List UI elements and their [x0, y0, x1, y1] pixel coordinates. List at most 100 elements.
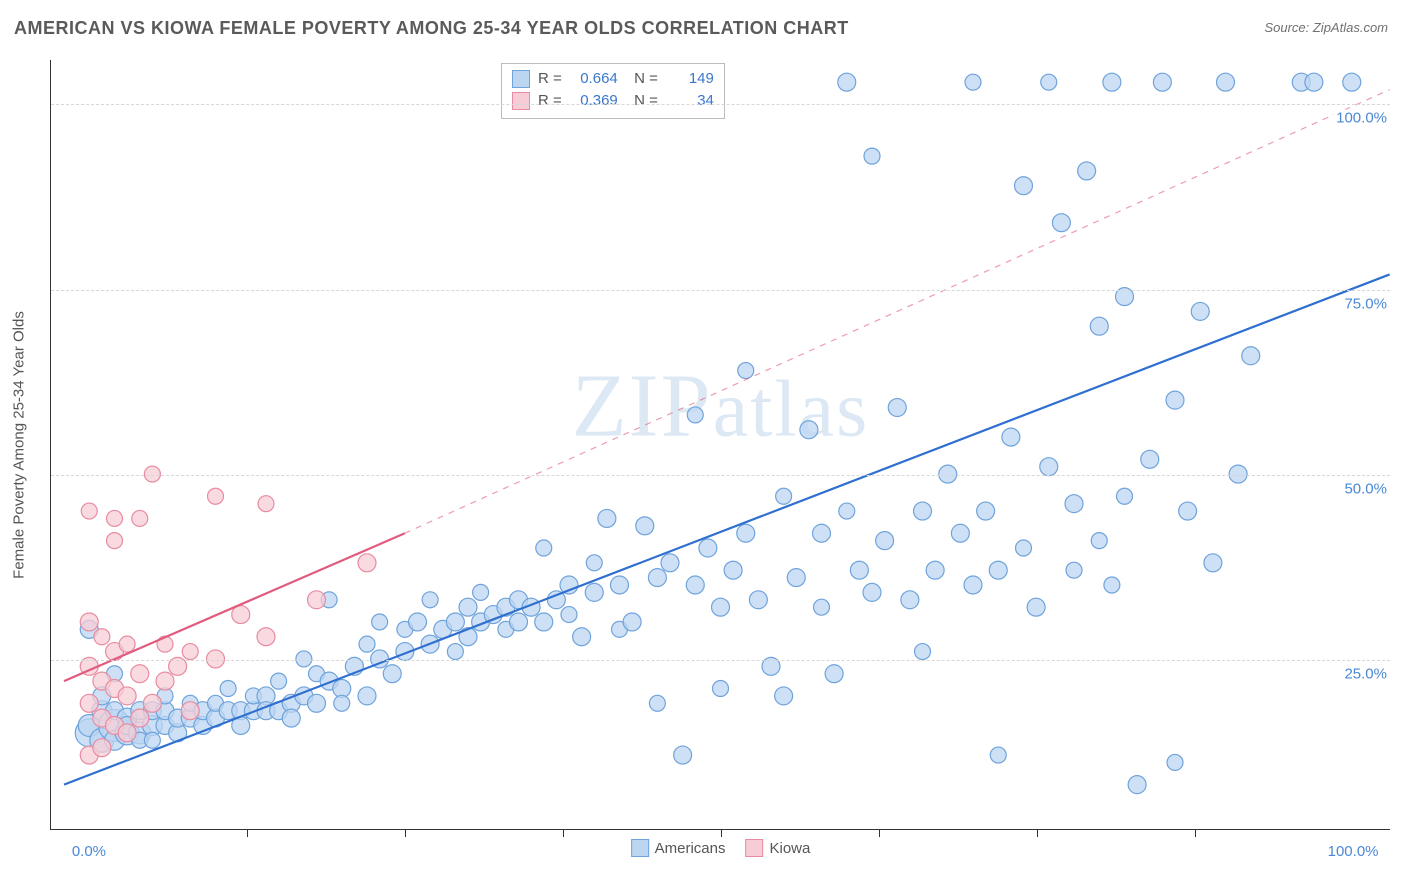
- scatter-point: [80, 613, 98, 631]
- legend-label: Kiowa: [770, 840, 811, 857]
- scatter-point: [1167, 754, 1183, 770]
- y-tick-label: 75.0%: [1342, 295, 1389, 312]
- legend-n-value: 34: [666, 90, 714, 112]
- scatter-point: [737, 524, 755, 542]
- scatter-point: [800, 421, 818, 439]
- y-tick-label: 50.0%: [1342, 480, 1389, 497]
- scatter-point: [1041, 74, 1057, 90]
- scatter-point: [926, 561, 944, 579]
- gridline-h: [51, 660, 1390, 661]
- scatter-point: [1027, 598, 1045, 616]
- scatter-point: [220, 681, 236, 697]
- scatter-point: [1117, 488, 1133, 504]
- gridline-h: [51, 104, 1390, 105]
- scatter-point: [1103, 73, 1121, 91]
- chart-title: AMERICAN VS KIOWA FEMALE POVERTY AMONG 2…: [14, 18, 849, 39]
- scatter-point: [118, 724, 136, 742]
- scatter-point: [623, 613, 641, 631]
- scatter-point: [459, 598, 477, 616]
- scatter-point: [901, 591, 919, 609]
- scatter-point: [687, 407, 703, 423]
- scatter-point: [1204, 554, 1222, 572]
- scatter-point: [561, 607, 577, 623]
- legend-n-label: N =: [626, 68, 658, 90]
- x-tick: [879, 829, 880, 837]
- scatter-point: [257, 628, 275, 646]
- scatter-point: [674, 746, 692, 764]
- source-label: Source: ZipAtlas.com: [1264, 20, 1388, 35]
- x-tick-label: 100.0%: [1328, 843, 1379, 860]
- x-tick: [1037, 829, 1038, 837]
- scatter-point: [208, 488, 224, 504]
- legend-row-kiowa: R = 0.369 N = 34: [512, 90, 714, 112]
- scatter-point: [1002, 428, 1020, 446]
- gridline-h: [51, 475, 1390, 476]
- scatter-point: [813, 524, 831, 542]
- scatter-point: [787, 569, 805, 587]
- y-tick-label: 25.0%: [1342, 665, 1389, 682]
- scatter-point: [383, 665, 401, 683]
- legend-r-label: R =: [538, 68, 562, 90]
- scatter-point: [586, 555, 602, 571]
- scatter-point: [510, 613, 528, 631]
- scatter-point: [1305, 73, 1323, 91]
- scatter-point: [915, 644, 931, 660]
- scatter-point: [724, 561, 742, 579]
- scatter-point: [914, 502, 932, 520]
- scatter-point: [1153, 73, 1171, 91]
- trend-line: [64, 274, 1390, 784]
- x-tick-label: 0.0%: [72, 843, 106, 860]
- scatter-point: [334, 695, 350, 711]
- scatter-point: [118, 687, 136, 705]
- scatter-point: [1104, 577, 1120, 593]
- legend-r-label: R =: [538, 90, 562, 112]
- scatter-point: [1078, 162, 1096, 180]
- scatter-point: [1066, 562, 1082, 578]
- scatter-point: [825, 665, 843, 683]
- legend-item: Americans: [631, 839, 726, 857]
- scatter-point: [573, 628, 591, 646]
- scatter-point: [661, 554, 679, 572]
- scatter-point: [964, 576, 982, 594]
- scatter-point: [864, 148, 880, 164]
- scatter-point: [358, 554, 376, 572]
- gridline-h: [51, 290, 1390, 291]
- scatter-point: [863, 583, 881, 601]
- scatter-point: [850, 561, 868, 579]
- scatter-point: [308, 591, 326, 609]
- scatter-point: [1166, 391, 1184, 409]
- scatter-point: [372, 614, 388, 630]
- scatter-point: [738, 363, 754, 379]
- swatch-kiowa: [512, 92, 530, 110]
- scatter-point: [713, 681, 729, 697]
- correlation-legend: R = 0.664 N = 149 R = 0.369 N = 34: [501, 63, 725, 119]
- legend-item: Kiowa: [746, 839, 811, 857]
- legend-n-value: 149: [666, 68, 714, 90]
- x-tick: [405, 829, 406, 837]
- scatter-point: [951, 524, 969, 542]
- scatter-point: [446, 613, 464, 631]
- plot-area: Female Poverty Among 25-34 Year Olds ZIP…: [50, 60, 1390, 830]
- scatter-point: [181, 702, 199, 720]
- scatter-point: [1343, 73, 1361, 91]
- scatter-point: [1015, 177, 1033, 195]
- x-tick: [1195, 829, 1196, 837]
- scatter-point: [1191, 302, 1209, 320]
- scatter-point: [271, 673, 287, 689]
- scatter-point: [814, 599, 830, 615]
- scatter-point: [1040, 458, 1058, 476]
- scatter-point: [598, 509, 616, 527]
- scatter-point: [156, 672, 174, 690]
- scatter-point: [686, 576, 704, 594]
- scatter-point: [1091, 533, 1107, 549]
- scatter-point: [776, 488, 792, 504]
- scatter-point: [1217, 73, 1235, 91]
- scatter-point: [636, 517, 654, 535]
- series-legend: Americans Kiowa: [631, 839, 811, 857]
- legend-r-value: 0.369: [570, 90, 618, 112]
- scatter-point: [1052, 214, 1070, 232]
- scatter-point: [131, 709, 149, 727]
- scatter-point: [182, 644, 198, 660]
- scatter-svg: [51, 60, 1390, 829]
- scatter-point: [965, 74, 981, 90]
